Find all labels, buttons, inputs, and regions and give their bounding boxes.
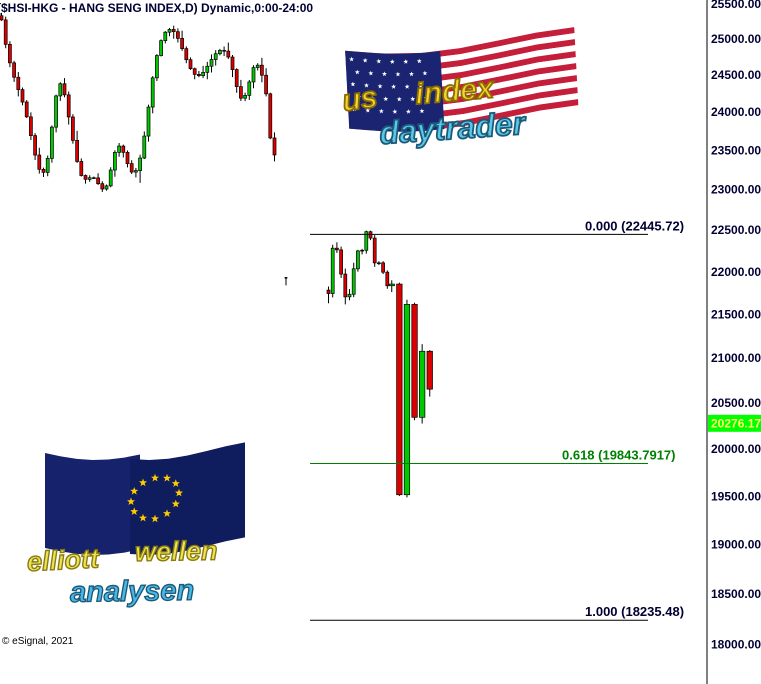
svg-text:20000.00: 20000.00	[711, 442, 761, 456]
svg-text:20276.17: 20276.17	[711, 417, 761, 431]
svg-text:us: us	[340, 81, 379, 119]
svg-text:0.000 (22445.72): 0.000 (22445.72)	[585, 218, 684, 233]
svg-text:24000.00: 24000.00	[711, 105, 761, 119]
svg-text:18000.00: 18000.00	[711, 637, 761, 651]
svg-text:23000.00: 23000.00	[711, 183, 761, 197]
svg-text:24500.00: 24500.00	[711, 68, 761, 82]
svg-text:19000.00: 19000.00	[711, 538, 761, 552]
svg-text:1.000 (18235.48): 1.000 (18235.48)	[585, 604, 684, 619]
svg-text:wellen: wellen	[135, 536, 218, 567]
svg-text:18500.00: 18500.00	[711, 587, 761, 601]
svg-text:elliott: elliott	[26, 543, 100, 577]
svg-text:22000.00: 22000.00	[711, 265, 761, 279]
svg-text:index: index	[414, 71, 496, 111]
svg-text:25500.00: 25500.00	[711, 0, 761, 11]
svg-text:19500.00: 19500.00	[711, 489, 761, 503]
svg-text:25000.00: 25000.00	[711, 32, 761, 46]
svg-text:22500.00: 22500.00	[711, 223, 761, 237]
svg-text:23500.00: 23500.00	[711, 143, 761, 157]
svg-text:analysen: analysen	[70, 575, 195, 609]
svg-text:21500.00: 21500.00	[711, 307, 761, 321]
svg-text:0.618 (19843.7917): 0.618 (19843.7917)	[562, 448, 675, 463]
svg-text:20500.00: 20500.00	[711, 396, 761, 410]
svg-text:21000.00: 21000.00	[711, 351, 761, 365]
